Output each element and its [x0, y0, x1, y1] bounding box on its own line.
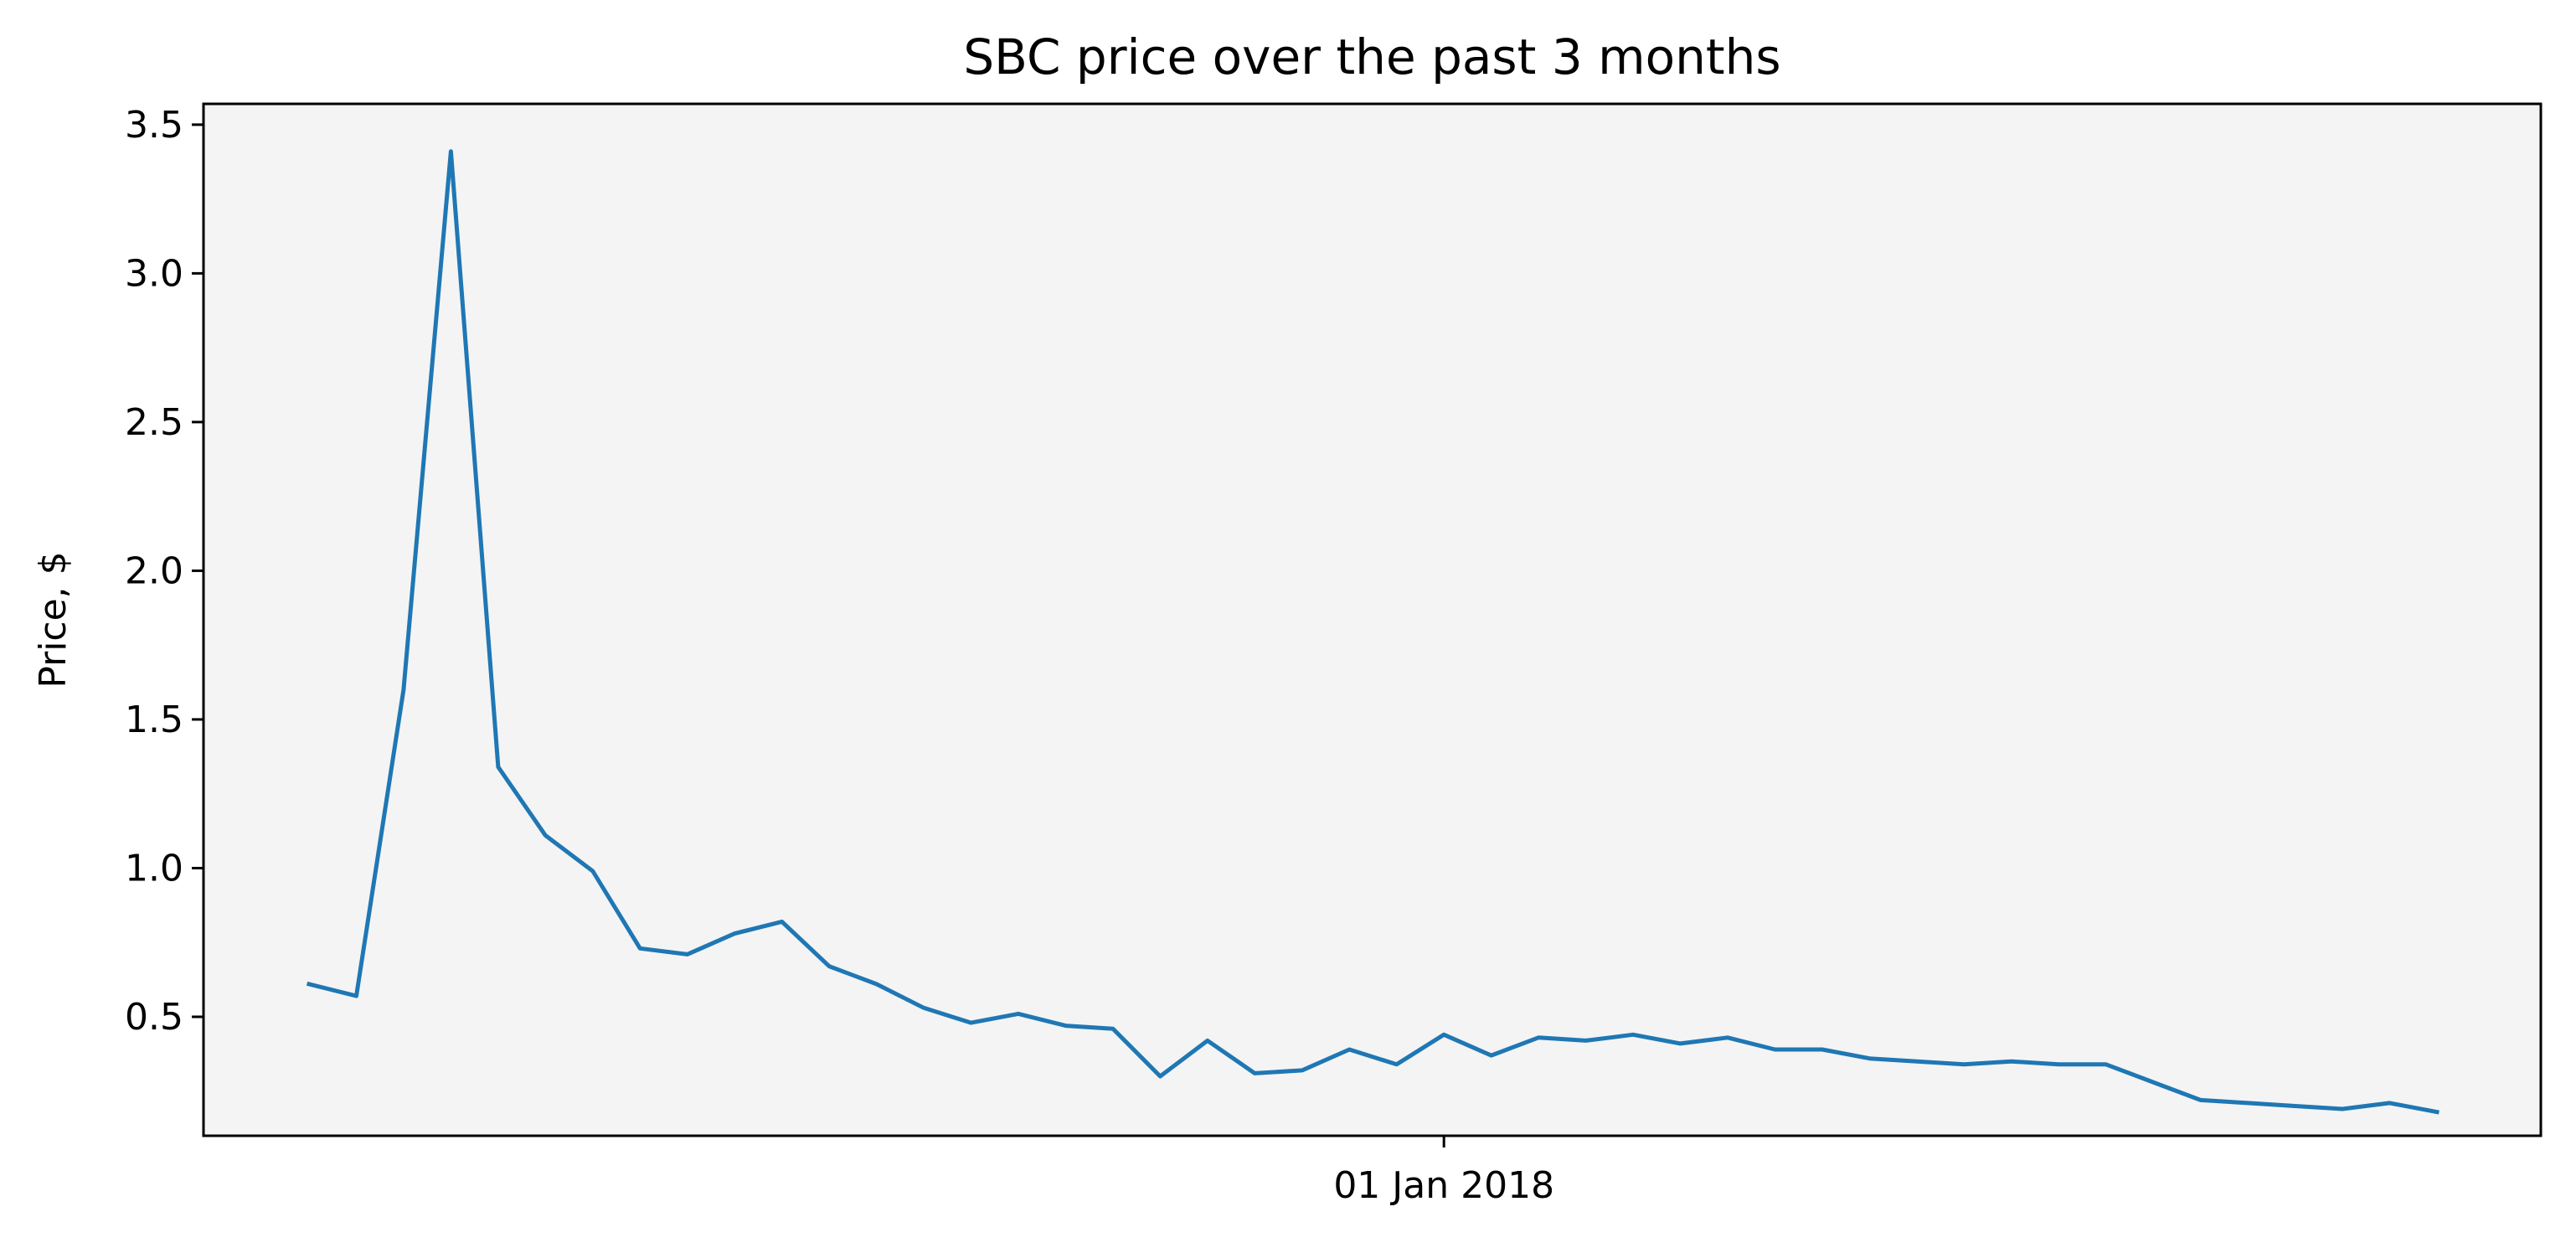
y-tick-label: 1.5 [125, 699, 183, 741]
y-axis-ticks: 0.5 1.0 1.5 2.0 2.5 3.0 3.5 [125, 104, 204, 1039]
chart-title: SBC price over the past 3 months [963, 28, 1780, 85]
y-tick-label: 3.5 [125, 104, 183, 147]
y-tick-label: 2.5 [125, 401, 183, 444]
y-axis-label: Price, $ [32, 551, 75, 688]
y-tick-label: 3.0 [125, 252, 183, 295]
plot-frame [202, 102, 2543, 1137]
y-tick-label: 2.0 [125, 549, 183, 592]
y-tick-label: 0.5 [125, 996, 183, 1039]
plot-area [204, 104, 2541, 1136]
series-layer [306, 149, 2439, 1115]
x-axis-ticks: 01 Jan 2018 [1333, 1136, 1554, 1207]
y-tick-label: 1.0 [125, 847, 183, 890]
price-series-line [306, 149, 2439, 1115]
x-tick-label: 01 Jan 2018 [1333, 1164, 1554, 1207]
